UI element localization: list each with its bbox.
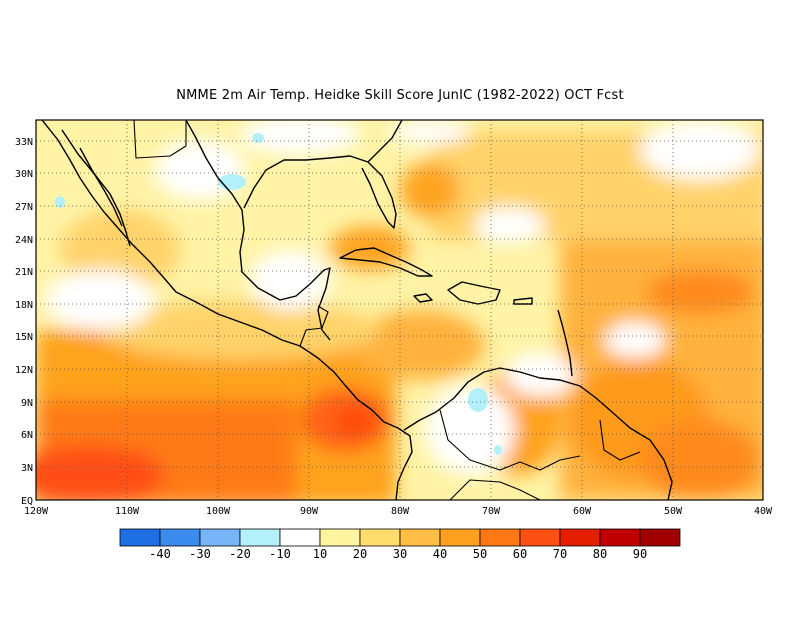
colorbar-swatch xyxy=(119,528,161,547)
lat-label: 3N xyxy=(21,463,33,474)
lon-label: 80W xyxy=(391,506,410,517)
colorbar-swatch xyxy=(159,528,201,547)
lon-label: 120W xyxy=(24,506,49,517)
colorbar-swatch xyxy=(519,528,561,547)
colorbar-label: 10 xyxy=(313,547,327,561)
lat-label: 12N xyxy=(15,365,33,376)
lat-label: 21N xyxy=(15,267,33,278)
lon-label: 40W xyxy=(754,506,773,517)
lat-label: 30N xyxy=(15,169,33,180)
colorbar-swatch xyxy=(599,528,641,547)
lon-label: 90W xyxy=(300,506,319,517)
colorbar-label: 50 xyxy=(473,547,487,561)
lat-label: 9N xyxy=(21,398,33,409)
lat-label: 24N xyxy=(15,235,33,246)
colorbar xyxy=(119,528,681,547)
colorbar-swatch xyxy=(239,528,281,547)
colorbar-swatch xyxy=(199,528,241,547)
lon-label: 70W xyxy=(482,506,501,517)
colorbar-label: 80 xyxy=(593,547,607,561)
lat-label: 18N xyxy=(15,300,33,311)
colorbar-label: -30 xyxy=(189,547,211,561)
lon-label: 50W xyxy=(664,506,683,517)
colorbar-label: -10 xyxy=(269,547,291,561)
lat-axis: EQ 3N 6N 9N 12N 15N 18N 21N 24N 27N 30N … xyxy=(15,137,33,507)
colorbar-label: 30 xyxy=(393,547,407,561)
lon-label: 60W xyxy=(573,506,592,517)
skill-field xyxy=(36,120,763,500)
colorbar-swatch xyxy=(559,528,601,547)
colorbar-swatch xyxy=(359,528,401,547)
coastlines xyxy=(41,120,673,500)
lon-label: 110W xyxy=(115,506,140,517)
colorbar-swatch xyxy=(399,528,441,547)
colorbar-label: 40 xyxy=(433,547,447,561)
lon-label: 100W xyxy=(206,506,231,517)
lat-label: 15N xyxy=(15,332,33,343)
colorbar-label: -40 xyxy=(149,547,171,561)
colorbar-swatch xyxy=(479,528,521,547)
lat-label: 33N xyxy=(15,137,33,148)
colorbar-swatch xyxy=(439,528,481,547)
lat-label: 6N xyxy=(21,430,33,441)
colorbar-label: -20 xyxy=(229,547,251,561)
colorbar-label: 90 xyxy=(633,547,647,561)
map-title: NMME 2m Air Temp. Heidke Skill Score Jun… xyxy=(176,88,624,103)
colorbar-labels: -40 -30 -20 -10 10 20 30 40 50 60 70 80 90 xyxy=(149,547,647,561)
lat-label: EQ xyxy=(21,496,33,507)
colorbar-label: 70 xyxy=(553,547,567,561)
colorbar-label: 20 xyxy=(353,547,367,561)
lon-axis: 120W 110W 100W 90W 80W 70W 60W 50W 40W xyxy=(24,506,773,517)
colorbar-swatch xyxy=(279,528,321,547)
colorbar-label: 60 xyxy=(513,547,527,561)
map-frame xyxy=(35,119,764,501)
colorbar-swatch xyxy=(319,528,361,547)
colorbar-swatch xyxy=(639,528,681,547)
grid-lines xyxy=(36,120,763,500)
lat-label: 27N xyxy=(15,202,33,213)
